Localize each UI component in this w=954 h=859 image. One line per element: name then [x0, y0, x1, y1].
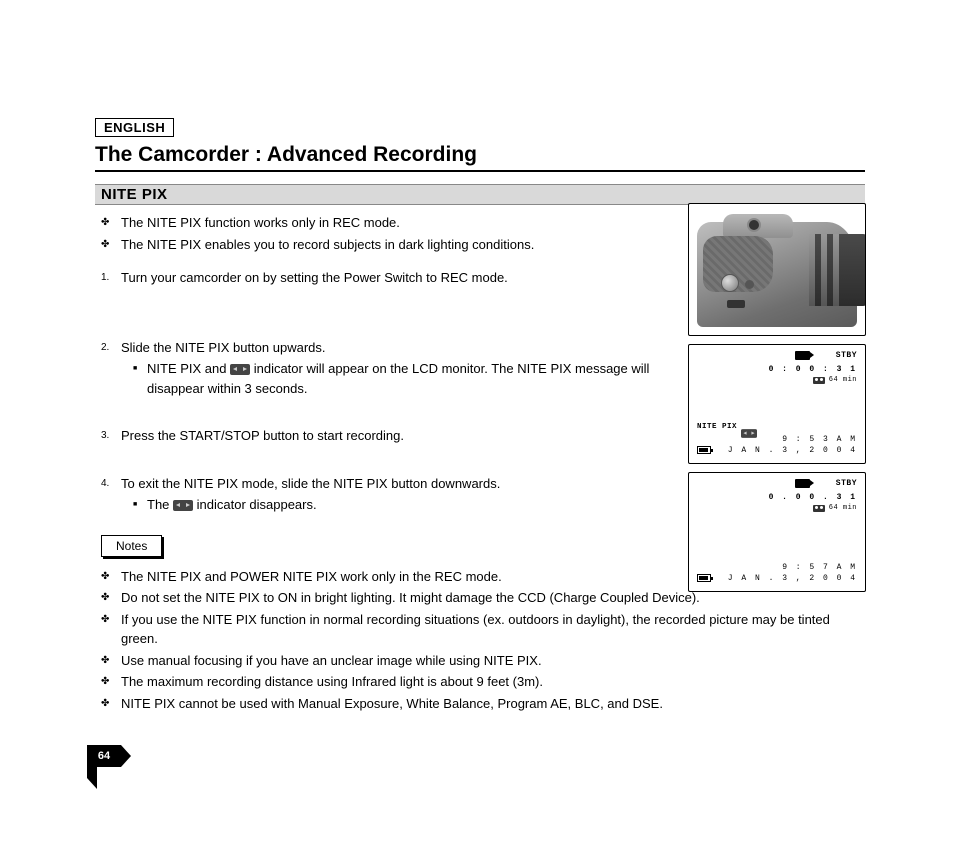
sub-bullet: ■ NITE PIX and indicator will appear on …: [95, 359, 665, 398]
lcd-nitepix-label: NITE PIX: [697, 423, 737, 431]
square-bullet-icon: ■: [133, 359, 147, 375]
step-row: 1. Turn your camcorder on by setting the…: [95, 268, 665, 288]
camera-mode-icon: [795, 351, 810, 360]
note-item: ✤NITE PIX cannot be used with Manual Exp…: [95, 694, 865, 714]
lcd-status: STBY: [836, 351, 857, 365]
sub-text-pre: The: [147, 497, 173, 512]
tape-icon: [813, 505, 825, 512]
note-text: The maximum recording distance using Inf…: [121, 672, 865, 692]
square-bullet-icon: ■: [133, 495, 147, 511]
lens-ring-shape: [833, 234, 839, 306]
step-number: 2.: [101, 338, 121, 355]
lcd-bottom-left: [697, 446, 711, 457]
notes-label-box: Notes: [101, 535, 162, 557]
nitepix-indicator-icon: [173, 500, 193, 511]
camcorder-viewfinder-shape: [749, 220, 759, 230]
intro-text: The NITE PIX enables you to record subje…: [121, 235, 665, 255]
intro-text: The NITE PIX function works only in REC …: [121, 213, 665, 233]
intro-bullet: ✤ The NITE PIX enables you to record sub…: [95, 235, 665, 255]
lcd-timecode: 0 . 0 0 . 3 1: [769, 493, 857, 504]
intro-bullet: ✤ The NITE PIX function works only in RE…: [95, 213, 665, 233]
cross-bullet-icon: ✤: [101, 213, 121, 230]
note-item: ✤Use manual focusing if you have an uncl…: [95, 651, 865, 671]
section-heading: NITE PIX: [95, 184, 865, 205]
camcorder-body-shape: [697, 222, 857, 327]
lens-ring-shape: [809, 234, 815, 306]
step-number: 4.: [101, 474, 121, 491]
nitepix-indicator-icon: [230, 364, 250, 375]
sub-text-pre: NITE PIX and: [147, 361, 230, 376]
cross-bullet-icon: ✤: [101, 567, 121, 584]
battery-icon: [697, 574, 711, 582]
figure-column: STBY 0 : 0 0 : 3 1 64 min NITE PIX 9 : 5…: [688, 203, 866, 600]
battery-icon: [697, 446, 711, 454]
tape-icon: [813, 377, 825, 384]
language-badge: ENGLISH: [95, 118, 174, 137]
cross-bullet-icon: ✤: [101, 588, 121, 605]
lcd-top-right: STBY 0 : 0 0 : 3 1 64 min: [769, 351, 857, 385]
lcd-bottom-right: 9 : 5 3 A M J A N . 3 , 2 0 0 4: [728, 435, 857, 457]
lcd-time: 9 : 5 7 A M: [728, 563, 857, 574]
step-row: 4. To exit the NITE PIX mode, slide the …: [95, 474, 665, 494]
step-row: 2. Slide the NITE PIX button upwards.: [95, 338, 665, 358]
note-text: Use manual focusing if you have an uncle…: [121, 651, 865, 671]
step-text: Turn your camcorder on by setting the Po…: [121, 268, 665, 288]
lcd-tape-remain: 64 min: [829, 504, 857, 513]
step-number: 3.: [101, 426, 121, 443]
camcorder-button-shape: [721, 274, 739, 292]
cross-bullet-icon: ✤: [101, 672, 121, 689]
sub-text: The indicator disappears.: [147, 495, 665, 515]
step-text: Press the START/STOP button to start rec…: [121, 426, 665, 446]
content-body: ✤ The NITE PIX function works only in RE…: [95, 213, 665, 557]
lcd-date: J A N . 3 , 2 0 0 4: [728, 574, 857, 585]
cross-bullet-icon: ✤: [101, 694, 121, 711]
lcd-timecode: 0 : 0 0 : 3 1: [769, 365, 857, 376]
note-text: NITE PIX cannot be used with Manual Expo…: [121, 694, 865, 714]
lcd-time: 9 : 5 3 A M: [728, 435, 857, 446]
camcorder-illustration: [688, 203, 866, 336]
step-number: 1.: [101, 268, 121, 285]
camera-mode-icon: [795, 479, 810, 488]
lcd-date: J A N . 3 , 2 0 0 4: [728, 446, 857, 457]
lcd-screen-2: STBY 0 . 0 0 . 3 1 64 min 9 : 5 7 A M J …: [688, 472, 866, 592]
lens-ring-shape: [821, 234, 827, 306]
camcorder-button-shape: [745, 280, 754, 289]
step-text: Slide the NITE PIX button upwards.: [121, 338, 665, 358]
page-title: The Camcorder : Advanced Recording: [95, 143, 865, 172]
lcd-top-right: STBY 0 . 0 0 . 3 1 64 min: [769, 479, 857, 513]
sub-text: NITE PIX and indicator will appear on th…: [147, 359, 665, 398]
note-text: If you use the NITE PIX function in norm…: [121, 610, 865, 649]
lcd-bottom-right: 9 : 5 7 A M J A N . 3 , 2 0 0 4: [728, 563, 857, 585]
cross-bullet-icon: ✤: [101, 235, 121, 252]
cross-bullet-icon: ✤: [101, 610, 121, 627]
lcd-status: STBY: [836, 479, 857, 493]
step-text: To exit the NITE PIX mode, slide the NIT…: [121, 474, 665, 494]
note-item: ✤The maximum recording distance using In…: [95, 672, 865, 692]
sub-text-post: indicator disappears.: [197, 497, 317, 512]
page-number-badge: 64: [87, 745, 121, 767]
step-row: 3. Press the START/STOP button to start …: [95, 426, 665, 446]
sub-bullet: ■ The indicator disappears.: [95, 495, 665, 515]
note-item: ✤If you use the NITE PIX function in nor…: [95, 610, 865, 649]
nitepix-slider-shape: [727, 300, 745, 308]
lcd-screen-1: STBY 0 : 0 0 : 3 1 64 min NITE PIX 9 : 5…: [688, 344, 866, 464]
lcd-bottom-left: [697, 574, 711, 585]
lcd-tape-remain: 64 min: [829, 376, 857, 385]
cross-bullet-icon: ✤: [101, 651, 121, 668]
